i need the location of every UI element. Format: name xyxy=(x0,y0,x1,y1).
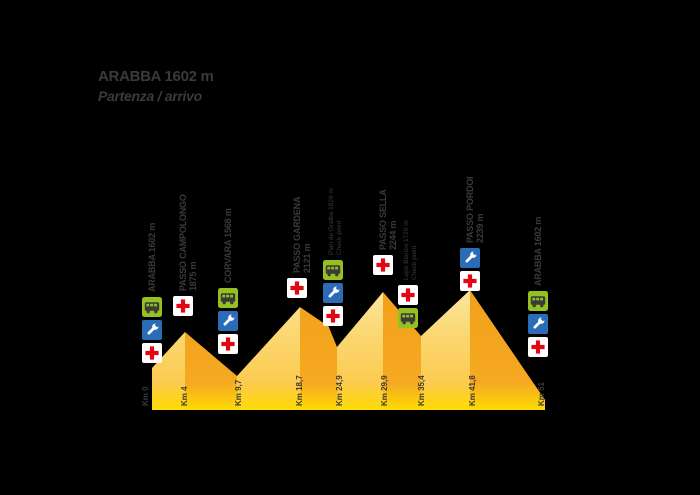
passo-pordoi-label: PASSO PORDOI 2239 m xyxy=(465,177,485,243)
marker-label-line: Check point xyxy=(335,220,343,255)
km-tick: Km 51 xyxy=(537,381,546,406)
arabba-finish-label: ARABBA 1602 m xyxy=(533,217,543,286)
passo-campolongo-label: PASSO CAMPOLONGO 1875 m xyxy=(178,194,198,291)
km-tick: Km 41,8 xyxy=(468,375,477,406)
marker-label-line: ARABBA 1602 m xyxy=(147,222,157,292)
km-tick: Km 18,7 xyxy=(295,375,304,406)
marker-label-line: PASSO SELLA xyxy=(378,189,388,250)
marker-label-line: CORVARA 1568 m xyxy=(223,208,233,283)
arabba-start-label: ARABBA 1602 m xyxy=(147,223,157,292)
marker-label-line: Plan de Gralba 1826 m xyxy=(328,188,335,255)
medical-cross-icon xyxy=(323,306,343,326)
marker-label-line: PASSO PORDOI xyxy=(465,176,475,243)
marker-label-line: 2239 m xyxy=(475,213,485,243)
medical-cross-icon xyxy=(398,285,418,305)
medical-cross-icon xyxy=(287,278,307,298)
km-tick: Km 4 xyxy=(180,386,189,406)
baseline-glow xyxy=(152,383,545,410)
marker-label-line: PASSO GARDENA xyxy=(292,196,302,273)
km-tick: Km 35,4 xyxy=(417,375,426,406)
medical-cross-icon xyxy=(218,334,238,354)
shuttle-bus-icon xyxy=(398,308,418,328)
marker-label-line: Check point xyxy=(410,245,418,280)
km-tick: Km 29,9 xyxy=(380,375,389,406)
shuttle-bus-icon xyxy=(142,297,162,317)
marker-label-line: 2244 m xyxy=(388,220,398,250)
medical-cross-icon xyxy=(528,337,548,357)
wrench-icon xyxy=(460,248,480,268)
wrench-icon xyxy=(218,311,238,331)
passo-gardena-label: PASSO GARDENA 2121 m xyxy=(292,197,312,273)
marker-label-line: Lupo Bianco 1720 m xyxy=(403,220,410,280)
passo-sella-label: PASSO SELLA 2244 m xyxy=(378,189,398,250)
marker-label-line: ARABBA 1602 m xyxy=(533,216,543,286)
wrench-icon xyxy=(142,320,162,340)
marker-label-line: PASSO CAMPOLONGO xyxy=(178,194,188,291)
km-tick: Km 0 xyxy=(141,386,150,406)
marker-label-line: 2121 m xyxy=(302,243,312,273)
title-block: ARABBA 1602 m Partenza / arrivo xyxy=(98,68,214,104)
plan-de-gralba-label: Plan de Gralba 1826 m Check point xyxy=(328,188,343,255)
wrench-icon xyxy=(528,314,548,334)
km-tick: Km 9,7 xyxy=(234,379,243,406)
wrench-icon xyxy=(323,283,343,303)
chart-title: ARABBA 1602 m xyxy=(98,68,214,85)
lupo-bianco-label: Lupo Bianco 1720 m Check point xyxy=(403,220,418,280)
shuttle-bus-icon xyxy=(528,291,548,311)
medical-cross-icon xyxy=(142,343,162,363)
km-tick: Km 24,9 xyxy=(335,375,344,406)
medical-cross-icon xyxy=(460,271,480,291)
corvara-label: CORVARA 1568 m xyxy=(223,208,233,283)
marker-label-line: 1875 m xyxy=(188,261,198,291)
shuttle-bus-icon xyxy=(218,288,238,308)
medical-cross-icon xyxy=(373,255,393,275)
chart-subtitle: Partenza / arrivo xyxy=(98,88,202,104)
shuttle-bus-icon xyxy=(323,260,343,280)
medical-cross-icon xyxy=(173,296,193,316)
